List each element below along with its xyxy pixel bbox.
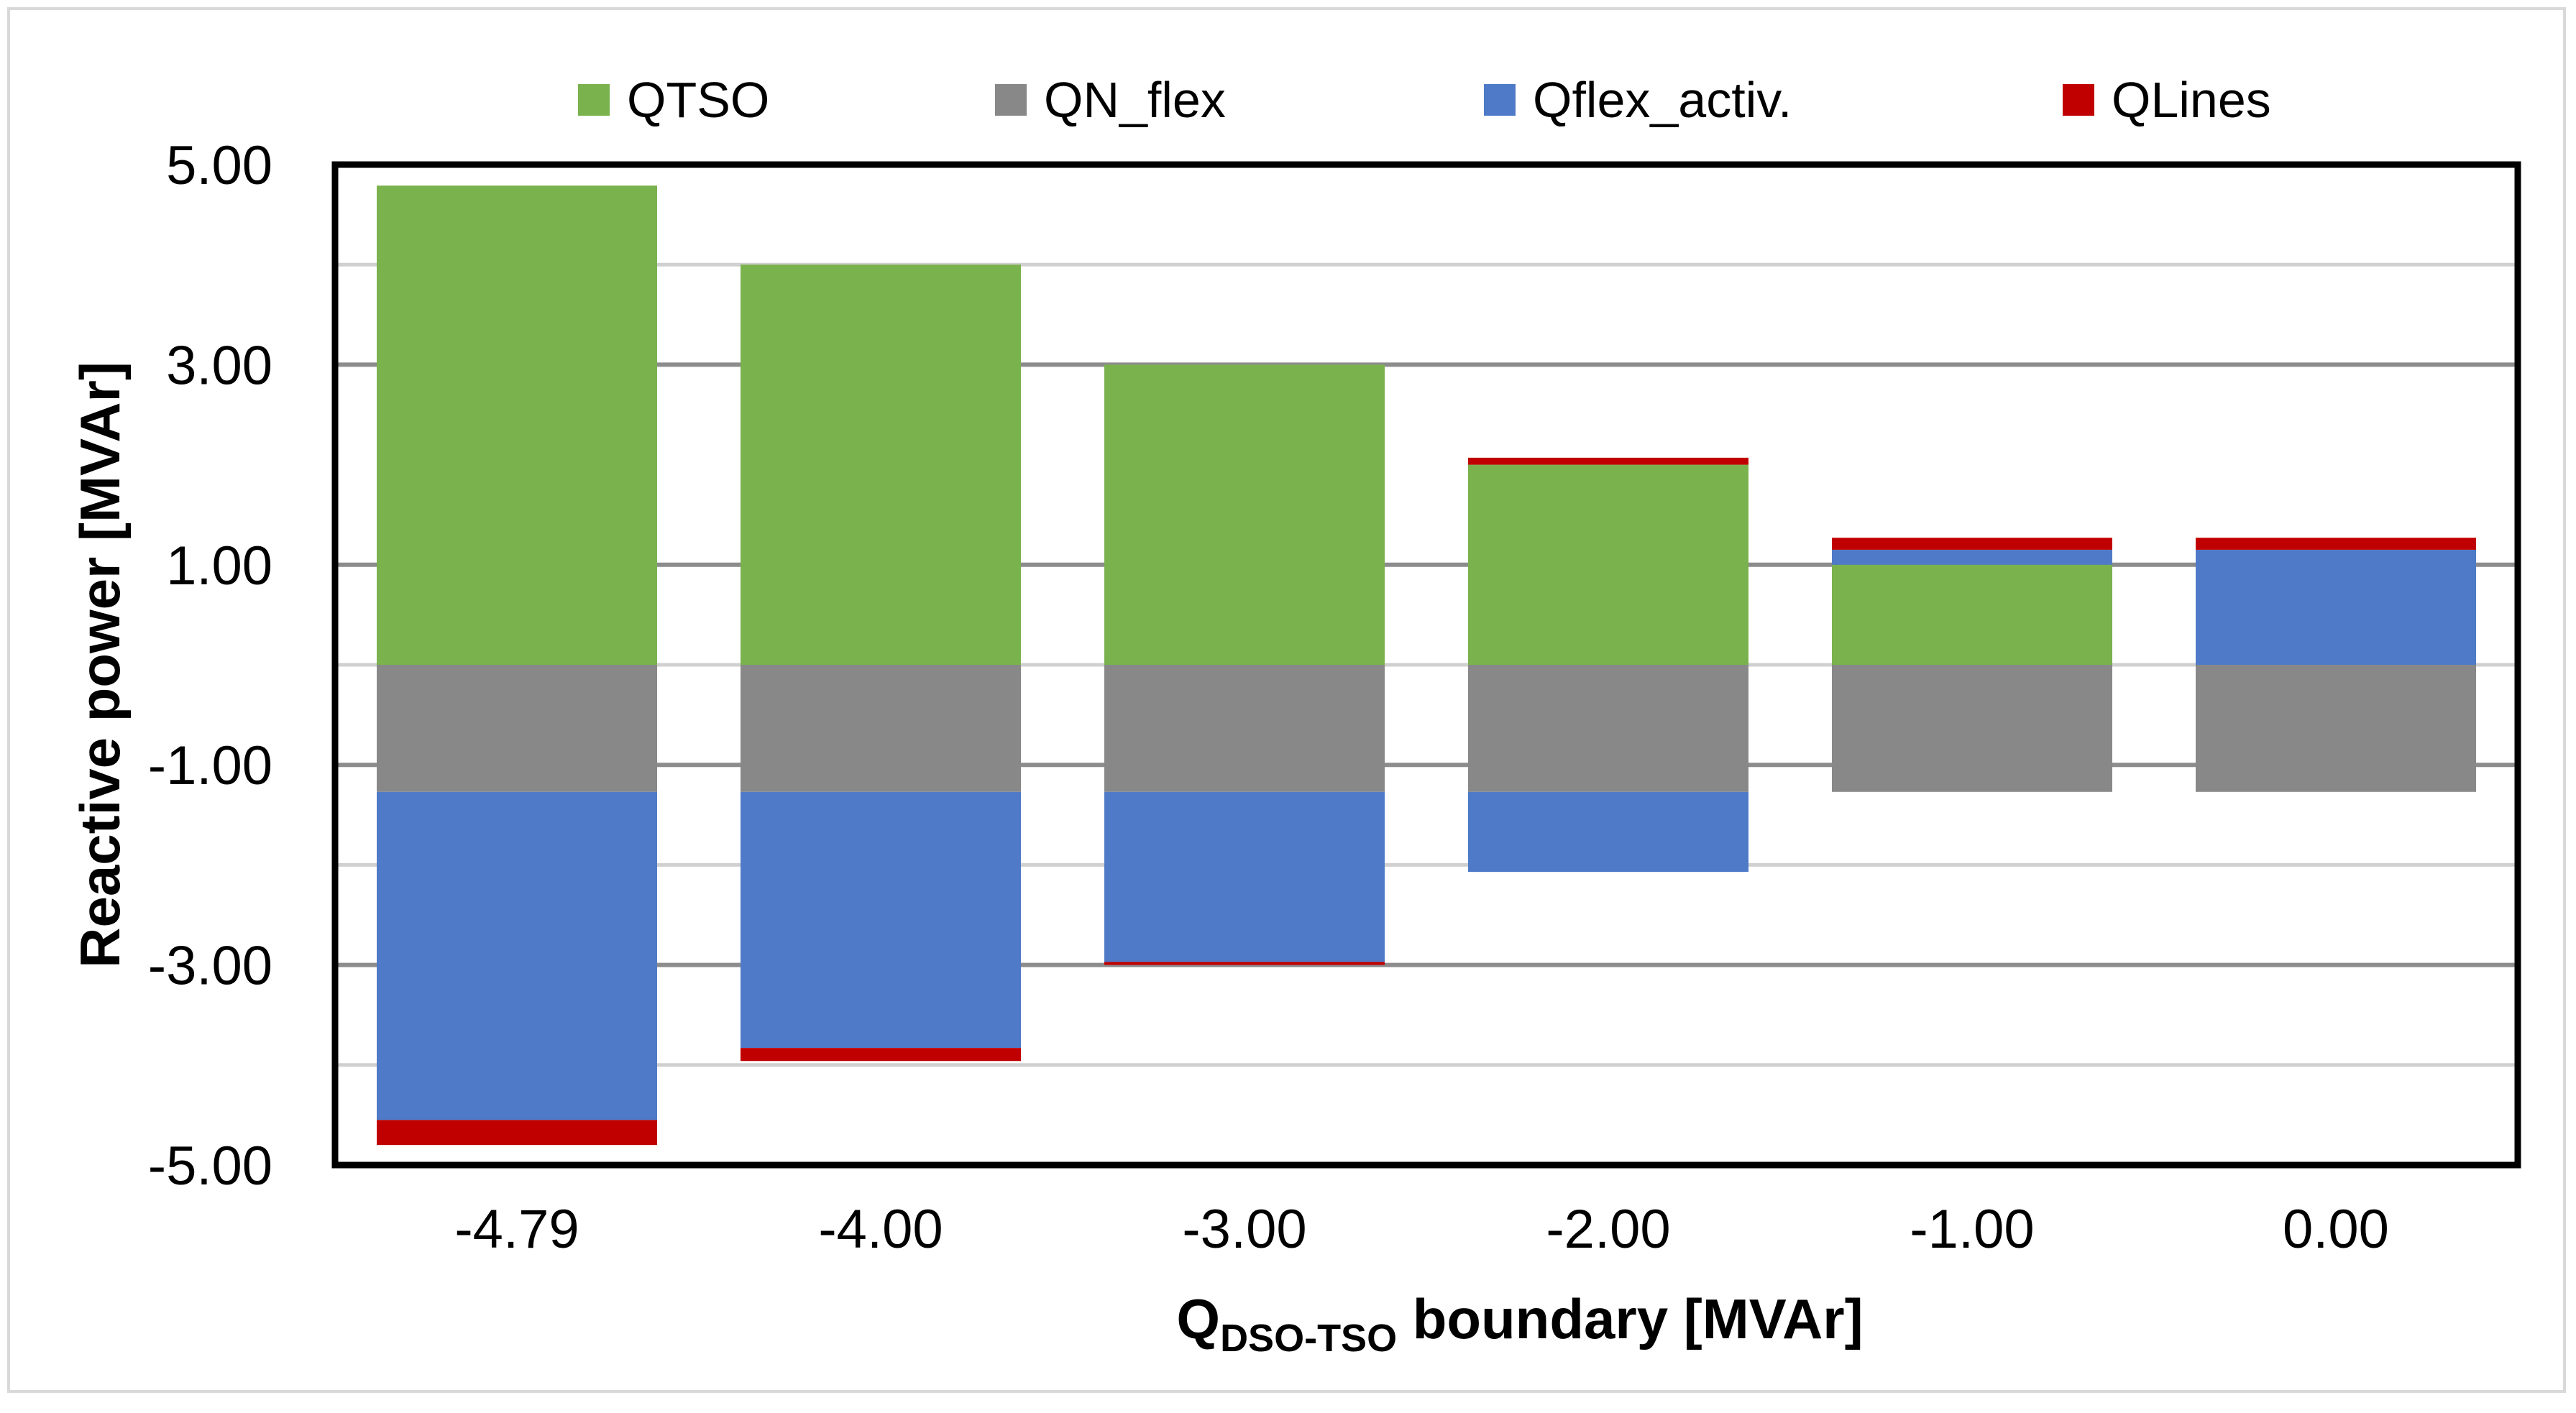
bar-segment-qtso <box>377 185 657 665</box>
bar-segment-qn-flex <box>377 665 657 792</box>
bar-segment-qn-flex <box>2196 665 2476 792</box>
bar-segment-qflex-activ- <box>377 791 657 1120</box>
bar-segment-qn-flex <box>1104 665 1385 792</box>
bar-segment-qlines <box>2196 538 2476 550</box>
bar-segment-qflex-activ- <box>2196 549 2476 665</box>
bar-segment-qflex-activ- <box>1832 549 2112 565</box>
legend-label: QN_flex <box>1044 72 1226 128</box>
bar-segment-qtso <box>741 264 1021 665</box>
x-axis-title-subscript: DSO-TSO <box>1220 1317 1397 1360</box>
y-axis-title: Reactive power [MVAr] <box>68 362 132 968</box>
plot-border <box>331 161 2521 1169</box>
x-tick-label: 0.00 <box>2283 1199 2389 1260</box>
bar-segment-qlines <box>377 1120 657 1146</box>
legend-swatch <box>2063 84 2094 116</box>
legend-swatch <box>578 84 610 116</box>
bar-segment-qlines <box>1468 457 1748 465</box>
legend-label: QTSO <box>627 72 769 128</box>
legend-swatch <box>995 84 1027 116</box>
bar-segment-qtso <box>1832 564 2112 665</box>
y-tick-label: -5.00 <box>148 1136 272 1197</box>
y-tick-labels: 5.00 3.00 1.00 -1.00 -3.00 -5.00 <box>148 135 272 1197</box>
bar-segment-qn-flex <box>741 665 1021 792</box>
x-tick-label: -4.00 <box>818 1199 943 1260</box>
x-tick-labels: -4.79 -4.00 -3.00 -2.00 -1.00 0.00 <box>454 1199 2389 1260</box>
bar-segment-qflex-activ- <box>1468 791 1748 873</box>
x-axis-title-rest: boundary [MVAr] <box>1397 1287 1864 1350</box>
bar-segment-qflex-activ- <box>741 791 1021 1049</box>
legend-swatch <box>1484 84 1516 116</box>
x-tick-label: -1.00 <box>1910 1199 2034 1260</box>
bar-segment-qflex-activ- <box>1104 791 1385 962</box>
bar-segment-qn-flex <box>1468 665 1748 792</box>
bar-segment-qlines <box>741 1048 1021 1062</box>
bar-segment-qtso <box>1468 464 1748 665</box>
y-tick-label: 5.00 <box>166 135 272 196</box>
x-tick-label: -3.00 <box>1182 1199 1306 1260</box>
x-tick-label: -4.79 <box>454 1199 579 1260</box>
y-tick-label: 3.00 <box>166 335 272 396</box>
bar-segment-qn-flex <box>1832 665 2112 792</box>
bar-segment-qlines <box>1104 962 1385 965</box>
x-axis-title-main: Q <box>1176 1287 1220 1350</box>
x-axis-title: QDSO-TSO boundary [MVAr] <box>1176 1287 1863 1360</box>
legend: QTSO QN_flex Qflex_activ. QLines <box>578 72 2271 128</box>
stacked-bar-chart: 5.00 3.00 1.00 -1.00 -3.00 -5.00 -4.79 -4.00 -3… <box>68 72 2521 1360</box>
y-tick-label: -3.00 <box>148 936 272 997</box>
bar-segment-qtso <box>1104 364 1385 665</box>
gridlines <box>335 262 2518 1067</box>
bars <box>377 185 2476 1146</box>
bar-segment-qlines <box>1832 538 2112 550</box>
chart-frame: 5.00 3.00 1.00 -1.00 -3.00 -5.00 -4.79 -4.00 -3… <box>7 7 2566 1393</box>
y-tick-label: -1.00 <box>148 735 272 796</box>
y-tick-label: 1.00 <box>166 535 272 597</box>
legend-label: Qflex_activ. <box>1533 72 1792 128</box>
legend-label: QLines <box>2112 72 2271 128</box>
x-tick-label: -2.00 <box>1546 1199 1670 1260</box>
